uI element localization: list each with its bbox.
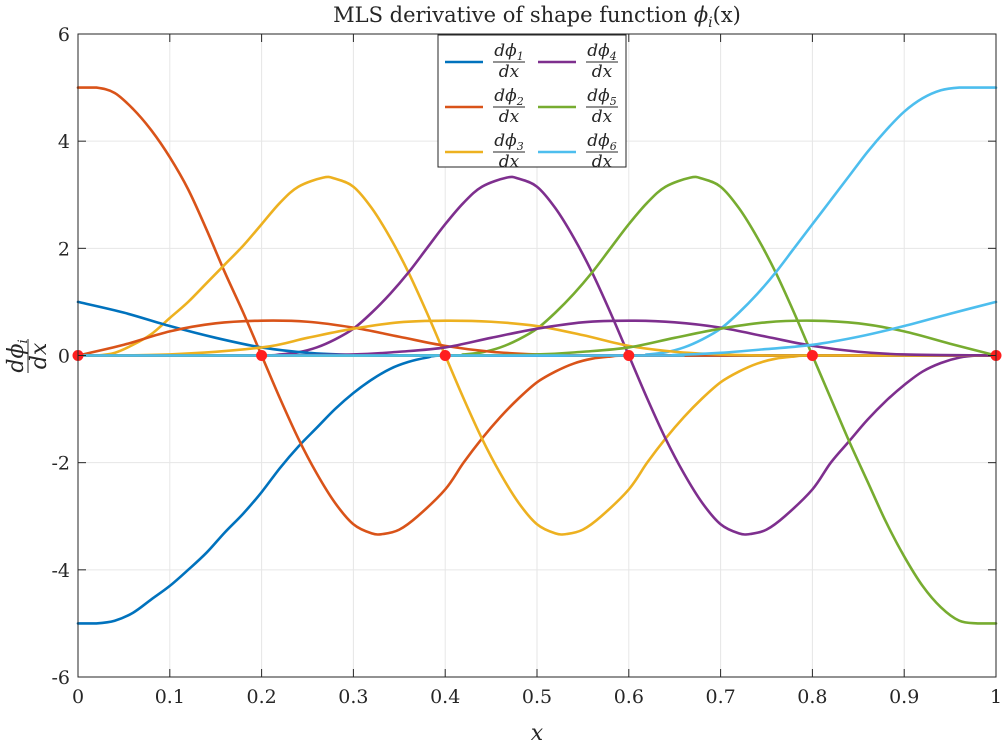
legend-denominator: dx (592, 152, 613, 172)
legend-numerator-text: dϕ (494, 86, 517, 106)
legend-numerator-sub: 2 (516, 95, 524, 108)
node-marker (806, 350, 818, 361)
node-marker (623, 350, 635, 361)
legend-numerator: dϕ5 (587, 86, 616, 108)
legend-denominator: dx (592, 62, 613, 82)
legend-numerator-text: dϕ (587, 41, 610, 61)
y-label-num-text: dϕ (4, 344, 29, 373)
x-tick-label: 0.4 (430, 686, 460, 708)
x-tick-label: 0.9 (889, 686, 919, 708)
legend-numerator: dϕ4 (587, 41, 616, 63)
legend-denominator: dx (499, 107, 520, 127)
legend-numerator-text: dϕ (587, 86, 610, 106)
y-label-num-sub: i (16, 339, 31, 343)
series-line-4 (76, 175, 998, 536)
y-tick-label: -2 (51, 453, 70, 475)
x-tick-label: 0.1 (155, 686, 185, 708)
x-tick-label: 0.6 (614, 686, 644, 708)
legend-numerator-sub: 1 (517, 50, 524, 63)
title-symbol: ϕ (694, 3, 708, 27)
title-suffix: (x) (713, 3, 741, 27)
x-tick-label: 1 (990, 686, 1002, 708)
y-tick-label: -6 (51, 667, 70, 689)
legend-numerator-sub: 4 (609, 50, 617, 63)
series-line-9 (76, 319, 998, 357)
legend-numerator-text: dϕ (494, 131, 517, 151)
chart-title: MLS derivative of shape function ϕi(x) (333, 3, 741, 31)
series-line-12 (76, 300, 998, 357)
x-tick-label: 0.8 (797, 686, 827, 708)
y-tick-label: -4 (51, 560, 70, 582)
title-subscript: i (708, 15, 712, 31)
series-line-3 (76, 175, 998, 536)
y-tick-label: 0 (58, 346, 70, 368)
x-tick-label: 0.3 (338, 686, 368, 708)
legend-box (437, 34, 627, 168)
y-tick-label: 6 (58, 24, 70, 46)
legend-numerator: dϕ1 (494, 41, 523, 63)
node-marker (439, 350, 451, 361)
legend-denominator: dx (499, 152, 520, 172)
x-tick-label: 0 (72, 686, 84, 708)
legend-numerator-text: dϕ (494, 41, 517, 61)
legend-numerator-sub: 5 (610, 95, 617, 108)
legend-denominator: dx (592, 107, 613, 127)
y-axis-label-numerator: dϕi (4, 339, 31, 372)
x-tick-label: 0.5 (522, 686, 552, 708)
legend-numerator: dϕ2 (494, 86, 523, 108)
legend-numerator: dϕ3 (494, 131, 523, 153)
legend-numerator-sub: 6 (610, 140, 617, 153)
x-tick-label: 0.2 (246, 686, 276, 708)
legend-denominator: dx (499, 62, 520, 82)
y-axis-label-denominator: dx (27, 342, 52, 369)
y-tick-label: 2 (58, 238, 70, 260)
x-tick-label: 0.7 (705, 686, 735, 708)
title-prefix: MLS derivative of shape function (333, 3, 694, 27)
x-axis-label: x (531, 721, 544, 744)
legend-numerator: dϕ6 (587, 131, 616, 153)
legend-numerator-sub: 3 (517, 140, 524, 153)
y-axis-label: dϕi dx (4, 339, 52, 373)
node-marker (256, 350, 268, 361)
ticks: 0 0.1 0.2 0.3 0.4 0.5 0.6 0.7 0.8 0.9 1 -6 -4 -2 0 2 4 6 (51, 24, 1002, 708)
legend-numerator-text: dϕ (587, 131, 610, 151)
y-tick-label: 4 (58, 131, 70, 153)
